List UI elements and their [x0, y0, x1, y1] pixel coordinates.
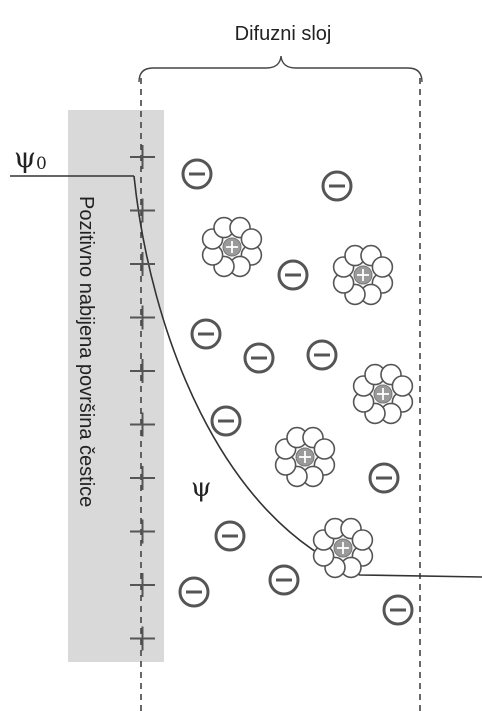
potential-curve	[133, 175, 482, 578]
surface-label: Pozitivno nabijena površina čestice	[75, 196, 97, 507]
anion-icon	[181, 158, 213, 190]
positive-charge-icon	[130, 412, 155, 437]
hydrated-cation-icon	[352, 363, 414, 425]
positive-charge-icon	[130, 626, 155, 651]
positive-charge-icon	[130, 519, 155, 544]
hydrated-cations	[201, 216, 414, 579]
hydrated-cation-icon	[201, 216, 263, 278]
anion-icon	[178, 576, 210, 608]
positive-charge-icon	[130, 466, 155, 490]
free-anions	[178, 158, 414, 626]
positive-charge-icon	[130, 573, 155, 597]
positive-charge-icon	[130, 252, 155, 276]
anion-icon	[268, 564, 300, 596]
diffuse-layer-brace	[138, 55, 423, 83]
anion-icon	[243, 342, 275, 374]
psi0-label: ψ0	[14, 141, 47, 174]
psi-label: ψ	[191, 473, 211, 503]
anion-icon	[382, 594, 414, 626]
anion-icon	[321, 170, 353, 202]
anion-icon	[190, 318, 222, 350]
diffuse-layer-label: Difuzni sloj	[235, 23, 332, 45]
anion-icon	[277, 259, 309, 291]
positive-charge-icon	[130, 359, 155, 383]
hydrated-cation-icon	[312, 517, 374, 579]
positive-charge-icon	[130, 198, 155, 223]
anion-icon	[210, 405, 242, 437]
hydrated-cation-icon	[332, 244, 394, 306]
particle-surface	[68, 110, 164, 662]
hydrated-cation-icon	[274, 426, 336, 488]
positive-charge-icon	[130, 145, 155, 169]
positive-charges	[130, 145, 155, 651]
positive-charge-icon	[130, 305, 155, 330]
anion-icon	[368, 462, 400, 494]
anion-icon	[214, 520, 246, 552]
anion-icon	[306, 339, 338, 371]
